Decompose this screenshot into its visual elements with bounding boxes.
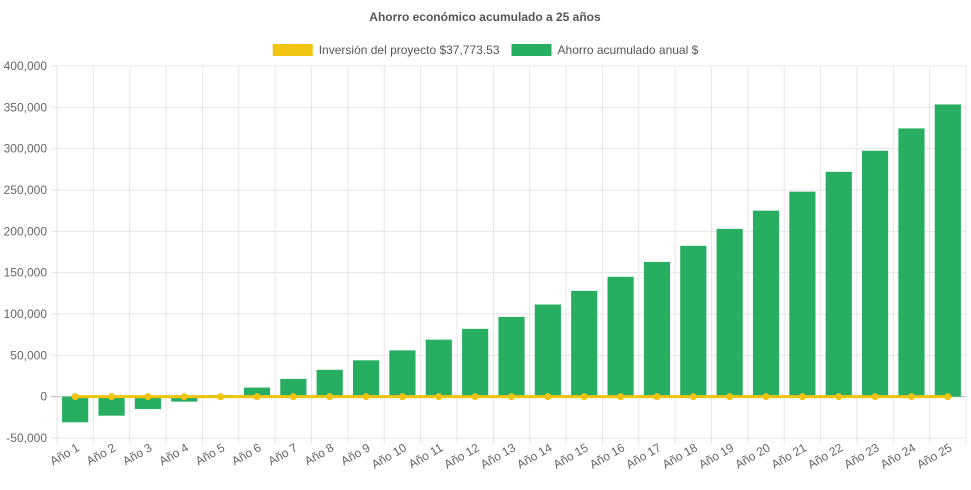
x-tick-label: Año 20 — [733, 440, 773, 471]
x-tick-label: Año 7 — [266, 440, 300, 468]
bar — [280, 378, 307, 397]
x-tick-label: Año 9 — [338, 440, 372, 468]
x-tick-label: Año 12 — [442, 440, 482, 471]
line-series — [71, 393, 952, 401]
x-tick-label: Año 6 — [229, 440, 263, 468]
investment-point — [217, 393, 225, 401]
investment-point — [71, 393, 79, 401]
x-tick-label: Año 8 — [302, 440, 336, 468]
x-axis: Año 1 Año 2 Año 3 Año 4 Año 5 Año 6 Año 7 Año 8… — [48, 440, 955, 471]
y-tick-label: 300,000 — [4, 142, 48, 156]
bar — [607, 276, 634, 397]
x-tick-label: Año 15 — [551, 440, 591, 471]
y-tick-label: 400,000 — [4, 59, 48, 73]
x-tick-label: Año 16 — [587, 440, 627, 471]
x-tick-label: Año 10 — [369, 440, 409, 471]
investment-point — [326, 393, 334, 401]
bar — [934, 104, 961, 397]
investment-point — [689, 393, 697, 401]
bar — [352, 360, 380, 397]
x-tick-label: Año 25 — [914, 440, 954, 471]
bar — [862, 150, 889, 397]
investment-point — [508, 393, 515, 401]
investment-point — [762, 393, 770, 401]
investment-point — [108, 393, 116, 401]
investment-point — [180, 393, 188, 401]
x-tick-label: Año 21 — [769, 440, 809, 471]
y-tick-label: 100,000 — [4, 307, 48, 321]
investment-point — [617, 393, 625, 401]
bar — [62, 396, 89, 423]
investment-point — [544, 393, 552, 401]
investment-point — [580, 393, 588, 401]
x-tick-label: Año 18 — [660, 440, 700, 471]
bars — [62, 104, 961, 423]
x-tick-label: Año 22 — [805, 440, 845, 471]
bar — [462, 328, 489, 397]
bar — [243, 387, 271, 397]
bar — [316, 369, 343, 397]
y-tick-label: 250,000 — [4, 183, 48, 197]
x-tick-label: Año 19 — [696, 440, 736, 471]
x-tick-label: Año 14 — [514, 440, 554, 471]
investment-point — [798, 393, 806, 401]
bar — [789, 191, 816, 397]
bar — [389, 350, 416, 397]
x-tick-label: Año 11 — [406, 440, 445, 471]
y-tick-label: 200,000 — [4, 224, 48, 238]
bar — [752, 210, 780, 397]
y-axis: -50,000 0 50,000 100,000 150,000 200,000 250,0… — [4, 59, 48, 445]
investment-point — [435, 393, 443, 401]
legend-swatch — [272, 44, 313, 56]
investment-point — [289, 393, 297, 401]
investment-point — [907, 393, 915, 401]
y-tick-label: 150,000 — [4, 266, 48, 280]
y-tick-label: 50,000 — [10, 348, 47, 362]
bar — [825, 171, 852, 397]
investment-point — [253, 393, 261, 401]
x-tick-label: Año 2 — [84, 440, 118, 468]
bar — [98, 396, 125, 416]
investment-point — [944, 393, 952, 401]
bar — [498, 316, 525, 397]
x-tick-label: Año 23 — [842, 440, 882, 471]
x-tick-label: Año 4 — [157, 440, 191, 468]
bar — [134, 396, 161, 410]
bar — [680, 245, 707, 397]
investment-point — [653, 393, 661, 401]
investment-point — [726, 393, 734, 401]
investment-point — [471, 393, 479, 401]
x-tick-label: Año 17 — [623, 440, 663, 471]
legend-swatch — [511, 44, 552, 56]
x-tick-label: Año 1 — [48, 440, 82, 468]
y-tick-label: 350,000 — [4, 100, 48, 114]
x-tick-label: Año 24 — [878, 440, 918, 471]
x-tick-label: Año 5 — [193, 440, 227, 468]
investment-point — [835, 393, 843, 401]
bar — [643, 261, 671, 397]
chart-title: Ahorro económico acumulado a 25 años — [369, 10, 601, 24]
y-tick-label: 0 — [40, 390, 47, 404]
x-tick-label: Año 3 — [120, 440, 154, 468]
investment-point — [398, 393, 406, 401]
legend-label: Inversión del proyecto $37,773.53 — [319, 43, 500, 57]
legend-label: Ahorro acumulado anual $ — [558, 43, 699, 57]
bar — [716, 228, 743, 397]
legend: Inversión del proyecto $37,773.53 Ahorro … — [272, 43, 699, 57]
bar — [534, 304, 561, 397]
bar — [425, 339, 452, 397]
investment-point — [144, 393, 152, 401]
x-tick-label: Año 13 — [478, 440, 518, 471]
grid — [51, 65, 967, 444]
investment-point — [871, 393, 879, 401]
bar — [571, 290, 598, 397]
y-tick-label: -50,000 — [6, 431, 47, 445]
bar — [898, 128, 925, 397]
investment-point — [362, 393, 370, 401]
